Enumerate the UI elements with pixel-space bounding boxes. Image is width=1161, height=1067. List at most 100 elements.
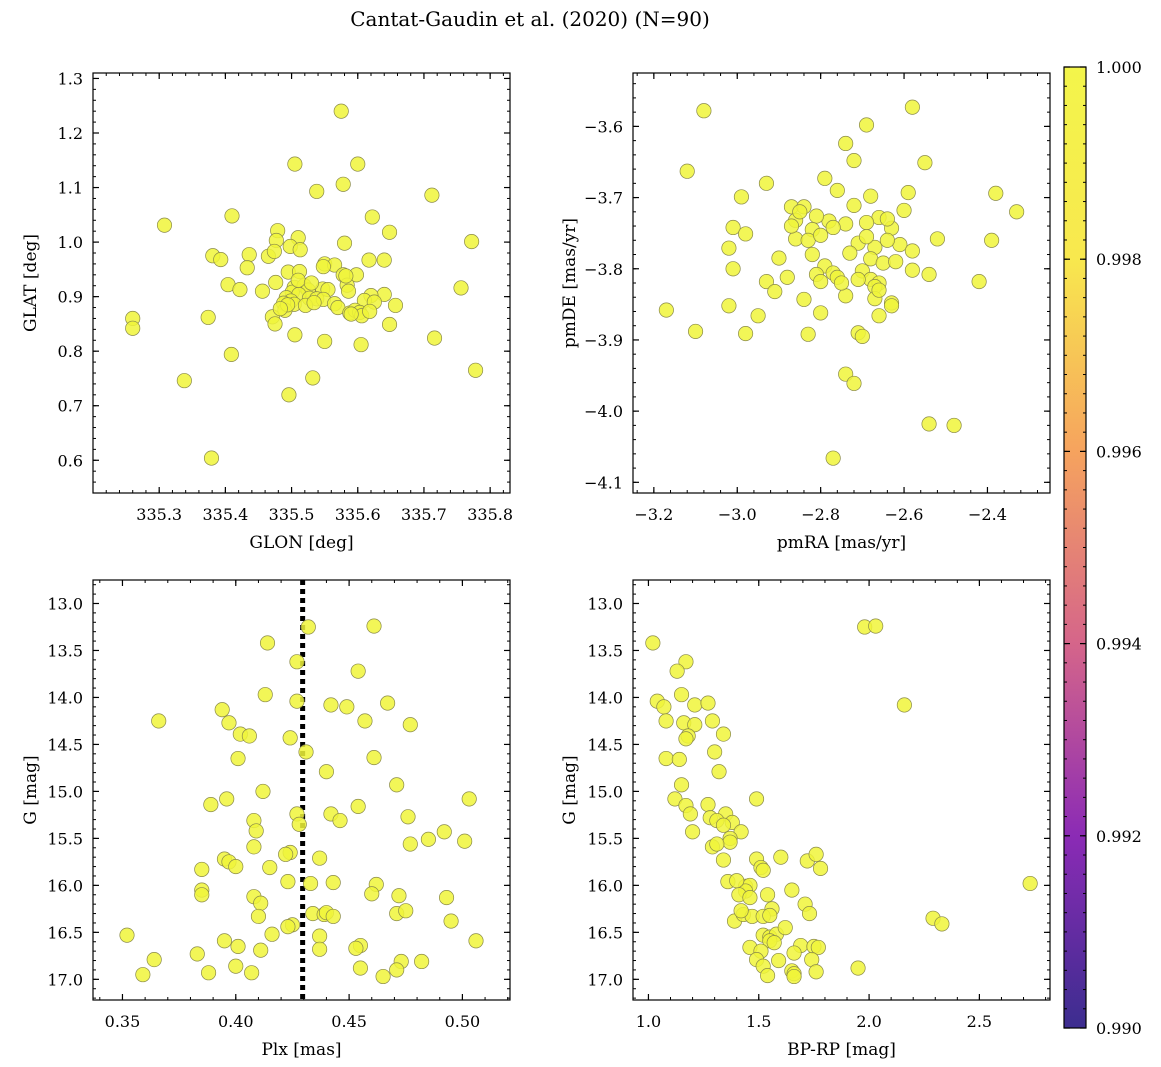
scatter-point — [244, 965, 260, 981]
scatter-point — [733, 824, 749, 840]
scatter-point — [779, 269, 795, 285]
scatter-point — [721, 298, 737, 314]
scatter-point — [838, 216, 854, 232]
scatter-point — [468, 933, 484, 949]
scatter-point — [333, 103, 349, 119]
x-tick-label: 0.35 — [105, 1012, 141, 1031]
scatter-point — [715, 852, 732, 868]
scatter-point — [375, 968, 391, 985]
scatter-point — [645, 635, 661, 651]
scatter-point — [214, 702, 230, 718]
scatter-point — [201, 965, 217, 981]
scatter-point — [733, 903, 749, 919]
scatter-point — [934, 916, 950, 932]
scatter-point — [715, 726, 732, 742]
scatter-point — [350, 663, 366, 679]
scatter-point — [808, 846, 824, 862]
y-axis-label: pmDE [mas/yr] — [560, 218, 580, 348]
scatter-point — [808, 208, 825, 224]
scatter-point — [389, 962, 405, 978]
y-axis-label: G [mag] — [21, 755, 41, 824]
scatter-point — [381, 316, 398, 333]
x-tick-label: 0.50 — [445, 1012, 481, 1031]
scatter-point — [280, 919, 296, 935]
scatter-point — [850, 960, 866, 976]
x-axis-label: GLON [deg] — [249, 533, 353, 553]
y-tick-label: 14.0 — [587, 688, 623, 707]
scatter-point — [810, 939, 826, 955]
scatter-point — [335, 176, 351, 192]
scatter-point — [725, 261, 741, 277]
x-tick-label: 335.6 — [335, 505, 381, 524]
y-tick-label: −4.0 — [584, 402, 623, 421]
scatter-point — [863, 188, 879, 204]
scatter-point — [721, 240, 737, 256]
y-tick-label: 13.0 — [587, 594, 623, 613]
scatter-point — [671, 751, 687, 768]
colorbar-tick-label: 1.000 — [1096, 58, 1142, 77]
y-tick-label: 0.6 — [58, 451, 83, 470]
x-tick-label: 0.45 — [331, 1012, 367, 1031]
scatter-point — [777, 920, 793, 936]
scatter-point — [707, 744, 723, 760]
scatter-point — [762, 907, 778, 923]
x-axis-label: Plx [mas] — [261, 1040, 341, 1060]
scatter-point — [353, 337, 369, 353]
scatter-point — [257, 687, 273, 703]
y-tick-label: 0.8 — [58, 342, 83, 361]
colorbar: 0.990 0.992 0.994 0.996 0.998 1.000 — [1063, 58, 1142, 1038]
scatter-point — [858, 214, 875, 231]
y-tick-label: −3.8 — [584, 260, 623, 279]
plot-frame — [632, 579, 1051, 1001]
x-tick-label: 1.0 — [636, 1012, 661, 1031]
scatter-point — [868, 618, 884, 634]
y-tick-label: 16.5 — [587, 923, 623, 942]
scatter-point — [224, 208, 240, 224]
scatter-point — [773, 849, 789, 865]
scatter-point — [203, 797, 219, 813]
x-tick-label: −2.4 — [968, 505, 1007, 524]
y-tick-label: 14.5 — [47, 735, 83, 754]
scatter-point — [457, 833, 473, 849]
scatter-point — [700, 695, 716, 711]
scatter-point — [850, 271, 866, 287]
scatter-point — [317, 333, 333, 349]
figure-title: Cantat-Gaudin et al. (2020) (N=90) — [350, 7, 710, 31]
scatter-point — [366, 618, 382, 634]
scatter-point — [755, 862, 771, 878]
x-tick-label: 335.8 — [467, 505, 513, 524]
y-tick-label: 17.0 — [587, 970, 623, 989]
scatter-point — [398, 903, 414, 919]
y-tick-label: −3.9 — [584, 331, 623, 350]
scatter-point — [786, 968, 802, 985]
scatter-point — [303, 875, 319, 892]
scatter-point — [426, 330, 443, 346]
scatter-point — [792, 204, 808, 220]
scatter-point — [289, 654, 305, 670]
scatter-point — [771, 952, 787, 969]
scatter-point — [687, 717, 703, 733]
scatter-points — [645, 618, 1038, 985]
scatter-point — [250, 908, 266, 924]
scatter-point — [679, 163, 695, 179]
scatter-point — [350, 798, 366, 814]
scatter-point — [312, 928, 328, 944]
scatter-point — [896, 697, 912, 713]
scatter-point — [361, 252, 377, 268]
scatter-point — [687, 323, 704, 339]
scatter-point — [984, 232, 1000, 248]
scatter-point — [738, 226, 754, 242]
x-tick-label: 335.4 — [202, 505, 248, 524]
colorbar-tick-label: 0.998 — [1096, 250, 1142, 269]
x-axis-label: pmRA [mas/yr] — [777, 533, 906, 553]
scatter-point — [804, 246, 820, 263]
scatter-point — [883, 298, 900, 314]
scatter-point — [858, 117, 875, 133]
scatter-point — [871, 282, 887, 298]
scatter-point — [230, 938, 246, 954]
scatter-point — [766, 935, 782, 951]
y-tick-label: 0.7 — [58, 397, 83, 416]
y-axis-label: GLAT [deg] — [21, 234, 41, 332]
scatter-point — [888, 254, 904, 270]
scatter-point — [189, 946, 205, 962]
